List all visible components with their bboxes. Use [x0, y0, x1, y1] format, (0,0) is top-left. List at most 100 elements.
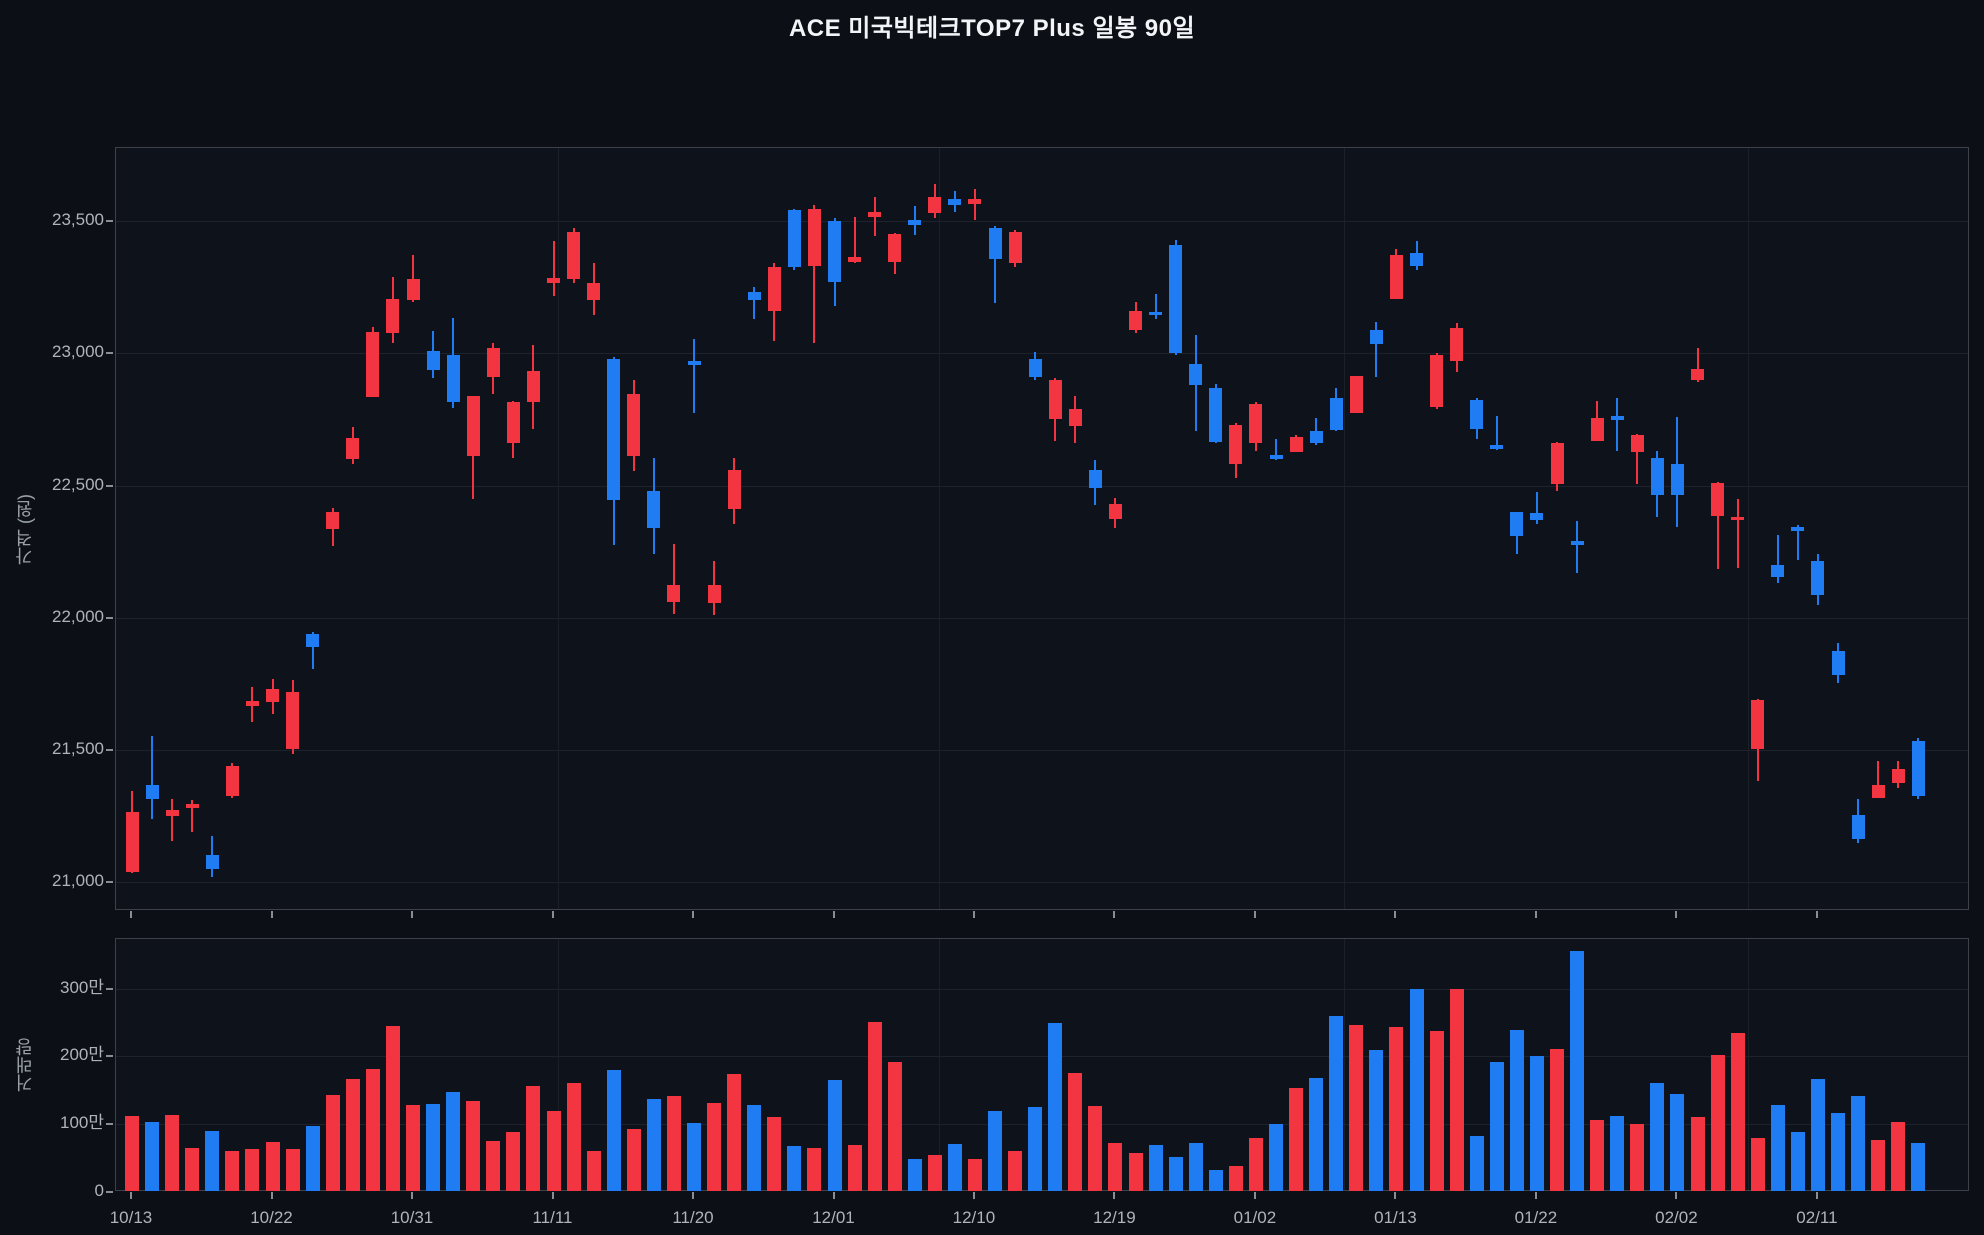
candle	[346, 438, 360, 460]
candle	[446, 354, 460, 403]
candle-wick	[171, 799, 174, 842]
candle	[807, 209, 821, 266]
volume-x-tick	[972, 1192, 975, 1199]
candle-wick	[1796, 525, 1799, 560]
volume-bar	[747, 1104, 762, 1191]
price-tick-label: 21,500	[52, 739, 104, 759]
candle	[1570, 541, 1584, 546]
candle	[526, 370, 540, 403]
candle-wick	[412, 255, 414, 302]
candle	[567, 231, 580, 280]
candle	[326, 512, 340, 530]
candle	[506, 402, 520, 444]
candle	[1169, 244, 1183, 354]
candle	[908, 219, 922, 225]
volume-bar	[1048, 1023, 1063, 1191]
price-tick-mark	[106, 352, 113, 355]
candle-wick	[1877, 760, 1880, 798]
volume-bar	[586, 1151, 601, 1191]
volume-bar	[1911, 1143, 1926, 1191]
volume-bar	[1891, 1122, 1906, 1191]
volume-bar	[526, 1086, 541, 1191]
volume-bar	[1570, 950, 1584, 1191]
candle	[1269, 455, 1283, 460]
candle	[1650, 457, 1664, 495]
candle-wick	[1696, 348, 1699, 383]
volume-tick-label: 200만	[59, 1045, 104, 1065]
x-tick-label: 11/11	[532, 1208, 573, 1227]
volume-bar	[1670, 1093, 1685, 1191]
volume-bar	[1309, 1078, 1324, 1191]
volume-bar	[1509, 1030, 1524, 1191]
volume-bar	[1550, 1048, 1564, 1191]
candle-wick	[1616, 398, 1619, 452]
candle	[868, 211, 882, 217]
candle	[787, 210, 801, 268]
price-tick-label: 21,000	[52, 871, 104, 891]
price-axis-title: 가격 (원)	[15, 494, 35, 566]
candle	[948, 198, 962, 206]
candle	[1891, 768, 1905, 784]
candle-wick	[853, 217, 856, 264]
volume-bar	[365, 1068, 380, 1191]
volume-bar	[506, 1131, 521, 1191]
candle	[1309, 431, 1323, 444]
volume-axis-title: 거래량	[15, 1038, 35, 1092]
candle	[828, 221, 841, 282]
candle	[1490, 444, 1504, 449]
x-tick-label: 10/22	[250, 1208, 293, 1227]
candle	[165, 809, 179, 817]
volume-bar	[1851, 1095, 1865, 1191]
x-tick-label: 10/31	[390, 1208, 434, 1227]
volume-bar	[1730, 1033, 1745, 1191]
candle	[888, 234, 902, 262]
volume-bar	[1630, 1123, 1645, 1191]
candle-wick	[973, 189, 976, 220]
candle	[1129, 311, 1142, 330]
candle	[1149, 312, 1163, 315]
candle	[1670, 464, 1684, 495]
volume-bar	[1590, 1120, 1605, 1191]
candle-wick	[672, 543, 675, 614]
candle	[707, 584, 721, 604]
candle	[1911, 740, 1925, 797]
volume-x-tick	[551, 1192, 554, 1199]
volume-bar	[125, 1116, 139, 1191]
volume-panel[interactable]	[115, 938, 1969, 1192]
candle-wick	[1495, 415, 1498, 450]
volume-bar	[1610, 1116, 1625, 1191]
volume-x-tick	[1675, 1192, 1678, 1199]
price-gridline	[116, 221, 1968, 222]
price-tick-label: 22,500	[52, 474, 104, 494]
candle	[1470, 399, 1484, 429]
volume-bar	[988, 1111, 1002, 1191]
volume-bar	[626, 1128, 641, 1191]
candle	[1209, 387, 1223, 442]
volume-bar	[1369, 1049, 1384, 1191]
volume-tick-label: 100만	[59, 1113, 104, 1133]
volume-bar	[1831, 1112, 1845, 1191]
volume-bar	[947, 1143, 962, 1191]
volume-bar	[1489, 1061, 1504, 1191]
volume-bar	[1409, 988, 1424, 1191]
candle	[1791, 526, 1805, 531]
candle	[727, 469, 741, 510]
volume-bar	[646, 1099, 661, 1191]
candle	[1811, 561, 1825, 596]
candle	[1550, 443, 1564, 485]
volume-bar	[1329, 1016, 1344, 1191]
price-x-tick	[1113, 911, 1116, 918]
volume-bar	[406, 1105, 420, 1191]
volume-bar	[1008, 1151, 1023, 1191]
candle	[306, 633, 320, 647]
volume-bar	[727, 1074, 742, 1191]
candle	[848, 256, 861, 262]
volume-x-tick	[1394, 1192, 1397, 1199]
volume-bar	[1128, 1152, 1143, 1191]
volume-bar	[606, 1070, 621, 1191]
candle	[647, 490, 661, 528]
price-x-tick	[130, 911, 132, 918]
candle	[1189, 363, 1203, 386]
price-panel[interactable]	[115, 147, 1969, 910]
